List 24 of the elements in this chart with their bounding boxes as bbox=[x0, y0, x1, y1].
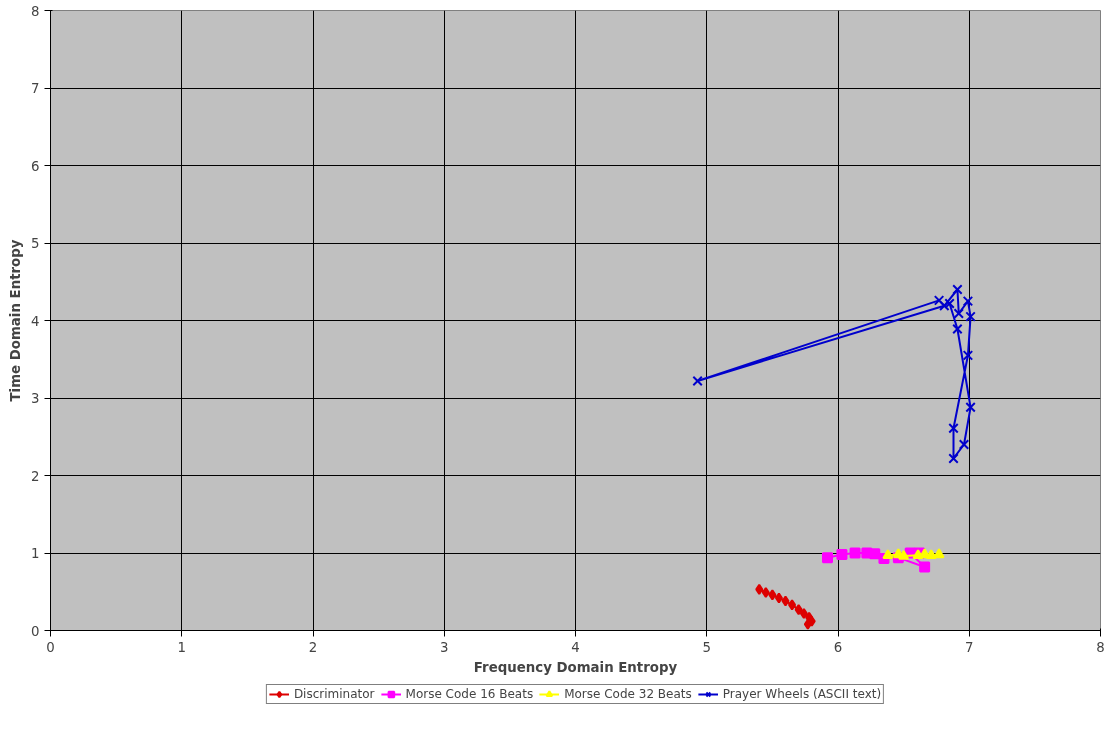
legend-label: Discriminator bbox=[293, 687, 375, 701]
y-tick-label: 7 bbox=[31, 81, 40, 96]
y-tick-label: 5 bbox=[31, 236, 40, 251]
y-tick-label: 2 bbox=[31, 468, 40, 484]
y-tick-label: 6 bbox=[31, 158, 40, 174]
x-tick-label: 1 bbox=[177, 639, 186, 655]
x-tick-label: 7 bbox=[965, 639, 974, 655]
x-tick-label: 3 bbox=[440, 639, 449, 655]
x-tick-label: 5 bbox=[702, 639, 711, 655]
x-tick-label: 2 bbox=[308, 639, 318, 655]
y-tick-label: 3 bbox=[31, 391, 40, 406]
y-axis-title: Time Domain Entropy bbox=[8, 239, 24, 402]
x-tick-label: 8 bbox=[1096, 639, 1105, 655]
x-tick-label: 0 bbox=[46, 639, 55, 655]
x-tick-label: 6 bbox=[833, 639, 843, 655]
y-tick-label: 0 bbox=[31, 623, 40, 639]
legend-label: Morse Code 32 Beats bbox=[564, 687, 692, 701]
y-tick-label: 4 bbox=[31, 313, 40, 329]
x-tick-label: 4 bbox=[571, 639, 580, 655]
legend-label: Morse Code 16 Beats bbox=[405, 687, 534, 701]
legend-label: Prayer Wheels (ASCII text) bbox=[722, 687, 882, 701]
y-tick-label: 8 bbox=[31, 3, 40, 19]
x-axis-title: Frequency Domain Entropy bbox=[473, 659, 678, 675]
y-tick-label: 1 bbox=[31, 546, 40, 561]
